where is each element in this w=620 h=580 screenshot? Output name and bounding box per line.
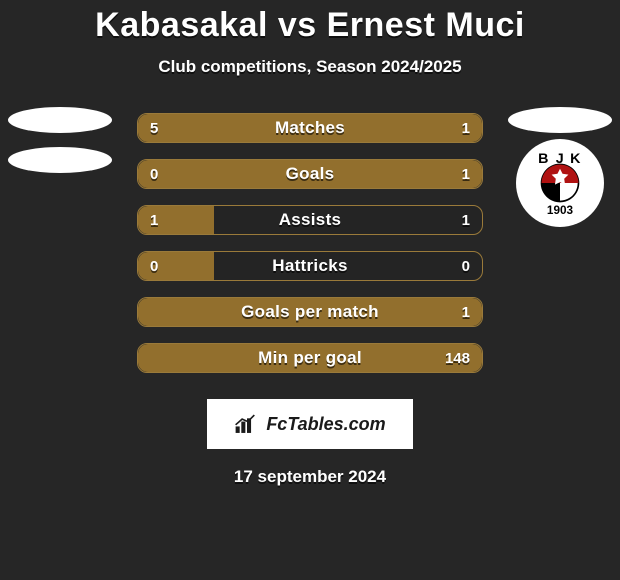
subtitle: Club competitions, Season 2024/2025	[0, 57, 620, 77]
stat-value-right: 1	[462, 298, 470, 326]
player-badge-placeholder-icon	[508, 107, 612, 133]
stat-label: Hattricks	[138, 252, 482, 280]
stat-label: Goals	[138, 160, 482, 188]
stat-value-right: 1	[462, 160, 470, 188]
stat-value-right: 148	[445, 344, 470, 372]
watermark-chart-icon	[234, 413, 260, 435]
stat-row: Goals per match1	[137, 297, 483, 327]
stat-row: Min per goal148	[137, 343, 483, 373]
page-title: Kabasakal vs Ernest Muci	[0, 0, 620, 45]
stat-label: Goals per match	[138, 298, 482, 326]
stat-bars: 5Matches10Goals11Assists10Hattricks0Goal…	[137, 113, 483, 373]
player-badge-placeholder-icon	[8, 147, 112, 173]
stat-row: 0Goals1	[137, 159, 483, 189]
stat-value-right: 1	[462, 114, 470, 142]
stat-row: 1Assists1	[137, 205, 483, 235]
svg-text:1903: 1903	[547, 204, 574, 217]
player-badge-placeholder-icon	[8, 107, 112, 133]
watermark-text: FcTables.com	[266, 414, 385, 435]
svg-text:K: K	[570, 151, 581, 167]
stat-label: Min per goal	[138, 344, 482, 372]
stats-region: B J K 1903 5Matches10Goals11Assists10Hat…	[0, 113, 620, 373]
date-stamp: 17 september 2024	[0, 467, 620, 487]
left-player-badges	[0, 107, 120, 173]
stat-label: Assists	[138, 206, 482, 234]
stat-value-right: 1	[462, 206, 470, 234]
stat-row: 5Matches1	[137, 113, 483, 143]
svg-text:B: B	[538, 151, 548, 167]
stat-label: Matches	[138, 114, 482, 142]
stat-row: 0Hattricks0	[137, 251, 483, 281]
club-crest-icon: B J K 1903	[516, 139, 604, 227]
stat-value-right: 0	[462, 252, 470, 280]
watermark: FcTables.com	[207, 399, 413, 449]
right-player-badges: B J K 1903	[500, 107, 620, 227]
